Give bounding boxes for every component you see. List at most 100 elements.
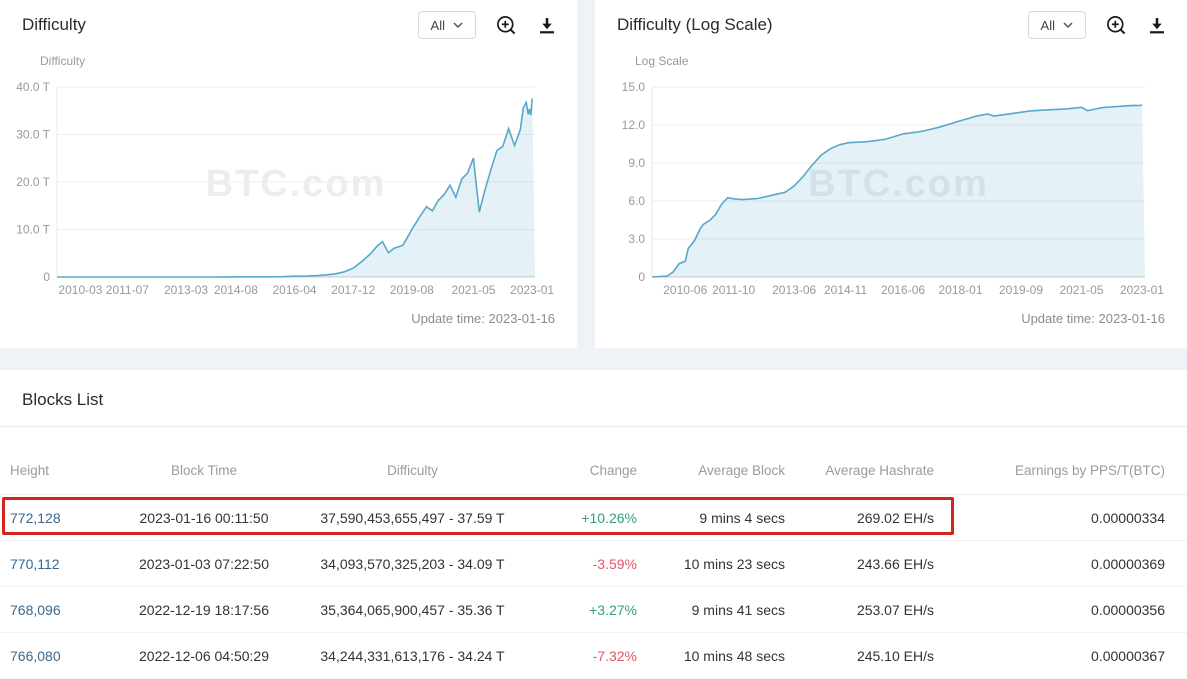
table-body: 772,128 2023-01-16 00:11:50 37,590,453,655… [0, 495, 1187, 679]
update-time: Update time: 2023-01-16 [1021, 311, 1165, 326]
x-tick-label: 2014-11 [824, 283, 867, 297]
download-button[interactable] [537, 15, 557, 35]
x-tick-label: 2014-08 [214, 283, 258, 297]
x-tick-label: 2013-06 [772, 283, 816, 297]
zoom-in-button[interactable] [1106, 15, 1127, 36]
x-tick-label: 2010-06 [663, 283, 707, 297]
table-header-row: Height Block Time Difficulty Change Average … [0, 427, 1187, 495]
range-select-value: All [1040, 17, 1055, 33]
x-tick-label: 2023-01 [510, 283, 554, 297]
y-tick-label: 0 [638, 270, 645, 284]
cell-difficulty: 34,244,331,613,176 - 34.24 T [320, 647, 505, 664]
column-header-average-hashrate: Average Hashrate [825, 463, 934, 478]
download-icon [1150, 18, 1164, 34]
cell-block-time: 2023-01-16 00:11:50 [139, 509, 269, 526]
cell-average-hashrate: 269.02 EH/s [856, 509, 934, 526]
block-height-link[interactable]: 770,112 [10, 555, 60, 572]
column-header-change: Change [589, 463, 637, 478]
change-value: -7.32% [592, 647, 637, 664]
x-tick-label: 2021-05 [1059, 283, 1103, 297]
cell-average-block: 10 mins 23 secs [683, 555, 785, 572]
cell-height[interactable]: 766,080 [0, 648, 108, 664]
cell-height[interactable]: 768,096 [0, 602, 108, 618]
x-tick-label: 2011-07 [106, 283, 149, 297]
block-height-link[interactable]: 772,128 [10, 509, 61, 526]
range-select[interactable]: All [417, 11, 476, 39]
difficulty-chart[interactable]: BTC.com Difficulty 40.0 T 30.0 T 20.0 T 10.0 … [0, 40, 577, 348]
zoom-in-button[interactable] [496, 15, 517, 36]
table-row: 772,128 2023-01-16 00:11:50 37,590,453,655… [0, 495, 1187, 541]
change-value: +3.27% [589, 601, 637, 618]
x-tick-label: 2023-01 [1120, 283, 1164, 297]
difficulty-chart-card: Difficulty All BTC.com Difficulty 40.0 T 30… [0, 0, 577, 348]
y-axis-name: Difficulty [40, 54, 85, 68]
zoom-in-icon [497, 15, 516, 34]
chart-title: Difficulty [22, 15, 86, 34]
y-tick-label: 3.0 [628, 232, 645, 246]
series-line [651, 104, 1143, 278]
cell-earnings-by-pps-t-btc: 0.00000334 [1091, 509, 1165, 526]
chart-title: Difficulty (Log Scale) [617, 15, 773, 34]
x-tick-label: 2021-05 [451, 283, 495, 297]
y-tick-label: 30.0 T [16, 128, 50, 142]
y-tick-label: 12.0 [622, 118, 646, 132]
cell-height[interactable]: 770,112 [0, 556, 108, 572]
zoom-in-icon [1107, 15, 1126, 34]
chevron-down-icon [453, 22, 463, 28]
y-tick-label: 9.0 [628, 156, 645, 170]
block-height-link[interactable]: 766,080 [10, 647, 61, 664]
x-tick-label: 2016-06 [881, 283, 925, 297]
cell-block-time: 2023-01-03 07:22:50 [139, 555, 269, 572]
watermark: BTC.com [808, 163, 989, 205]
blocks-list-section: Blocks List Height Block Time Difficulty Ch… [0, 370, 1187, 679]
range-select[interactable]: All [1027, 11, 1086, 39]
y-tick-label: 40.0 T [16, 80, 50, 94]
blocks-list-title: Blocks List [0, 388, 1187, 427]
cell-average-hashrate: 243.66 EH/s [856, 555, 934, 572]
difficulty-log-chart[interactable]: BTC.com Log Scale 15.0 12.0 9.0 6.0 3.0 0 2010-0… [595, 40, 1187, 348]
blocks-table: Height Block Time Difficulty Change Average … [0, 427, 1187, 679]
cell-earnings-by-pps-t-btc: 0.00000367 [1091, 647, 1165, 664]
download-icon [540, 18, 554, 34]
series-area [652, 105, 1145, 277]
cell-average-block: 10 mins 48 secs [683, 647, 785, 664]
cell-earnings-by-pps-t-btc: 0.00000356 [1091, 601, 1165, 618]
column-header-earnings-by-pps-t-btc: Earnings by PPS/T(BTC) [1014, 463, 1165, 478]
section-divider-band [0, 348, 1187, 370]
y-tick-label: 0 [43, 270, 50, 284]
x-tick-label: 2019-09 [999, 283, 1043, 297]
cell-difficulty: 35,364,065,900,457 - 35.36 T [320, 601, 505, 618]
cell-earnings-by-pps-t-btc: 0.00000369 [1091, 555, 1165, 572]
y-tick-label: 20.0 T [16, 175, 50, 189]
cell-average-block: 9 mins 41 secs [691, 601, 785, 618]
cell-height[interactable]: 772,128 [0, 510, 108, 526]
cell-difficulty: 37,590,453,655,497 - 37.59 T [320, 509, 505, 526]
y-tick-label: 10.0 T [16, 223, 50, 237]
x-tick-label: 2017-12 [331, 283, 375, 297]
chart-card-header: Difficulty (Log Scale) All [595, 0, 1187, 40]
cell-block-time: 2022-12-06 04:50:29 [139, 647, 269, 664]
chevron-down-icon [1063, 22, 1073, 28]
y-tick-label: 6.0 [628, 194, 645, 208]
change-value: -3.59% [592, 555, 637, 572]
cell-difficulty: 34,093,570,325,203 - 34.09 T [320, 555, 505, 572]
table-row: 766,080 2022-12-06 04:50:29 34,244,331,613… [0, 633, 1187, 679]
chart-card-header: Difficulty All [0, 0, 577, 40]
x-tick-label: 2011-10 [712, 283, 755, 297]
y-axis-name: Log Scale [635, 54, 689, 68]
y-tick-label: 15.0 [622, 80, 646, 94]
x-tick-label: 2016-04 [273, 283, 317, 297]
x-tick-label: 2019-08 [390, 283, 434, 297]
chart-controls: All [417, 11, 557, 39]
charts-section: Difficulty All BTC.com Difficulty 40.0 T 30… [0, 0, 1187, 348]
column-header-average-block: Average Block [698, 463, 785, 478]
cell-average-hashrate: 245.10 EH/s [856, 647, 934, 664]
difficulty-log-chart-card: Difficulty (Log Scale) All BTC.com Log Sc… [595, 0, 1187, 348]
table-row: 768,096 2022-12-19 18:17:56 35,364,065,900… [0, 587, 1187, 633]
x-tick-label: 2018-01 [938, 283, 982, 297]
watermark: BTC.com [206, 163, 387, 205]
block-height-link[interactable]: 768,096 [10, 601, 61, 618]
series-line [57, 98, 533, 278]
change-value: +10.26% [581, 509, 637, 526]
download-button[interactable] [1147, 15, 1167, 35]
